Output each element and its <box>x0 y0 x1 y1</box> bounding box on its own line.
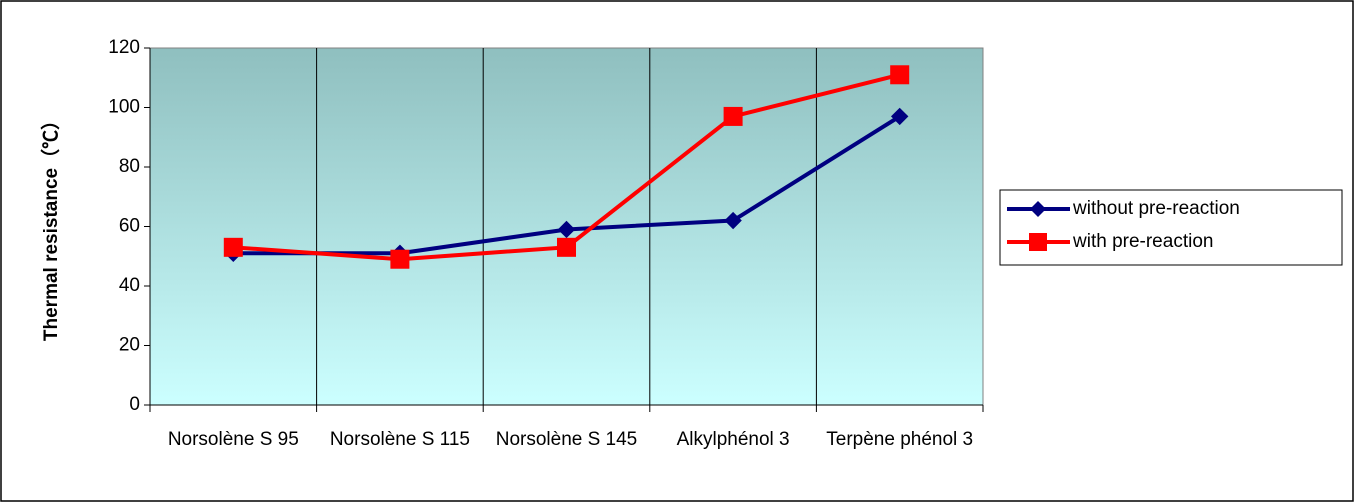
x-tick-label: Terpène phénol 3 <box>826 429 974 450</box>
marker <box>223 237 243 257</box>
marker <box>890 65 910 85</box>
x-tick-label: Norsolène S 95 <box>167 429 299 450</box>
marker <box>890 107 909 126</box>
y-tick-label: 20 <box>119 335 140 356</box>
marker <box>724 211 742 230</box>
legend-label: with pre-reaction <box>1072 231 1213 252</box>
y-tick-label: 0 <box>129 394 140 415</box>
x-tick-label: Alkylphénol 3 <box>676 429 790 450</box>
legend-label: without pre-reaction <box>1072 198 1240 219</box>
legend-marker <box>1029 233 1047 251</box>
x-tick-label: Norsolène S 115 <box>329 429 470 450</box>
y-tick-label: 60 <box>119 216 140 237</box>
y-tick-label: 40 <box>119 275 140 296</box>
marker <box>723 106 743 126</box>
marker <box>557 220 576 239</box>
marker <box>557 237 576 257</box>
y-axis-label: Thermal resistance（℃） <box>39 111 62 341</box>
y-tick-label: 80 <box>119 156 140 177</box>
y-tick-label: 100 <box>108 97 140 118</box>
legend <box>999 189 1343 266</box>
marker <box>390 249 410 269</box>
legend-marker <box>1030 201 1046 217</box>
x-tick-label: Norsolène S 145 <box>495 429 638 450</box>
y-tick-label: 120 <box>108 37 140 58</box>
